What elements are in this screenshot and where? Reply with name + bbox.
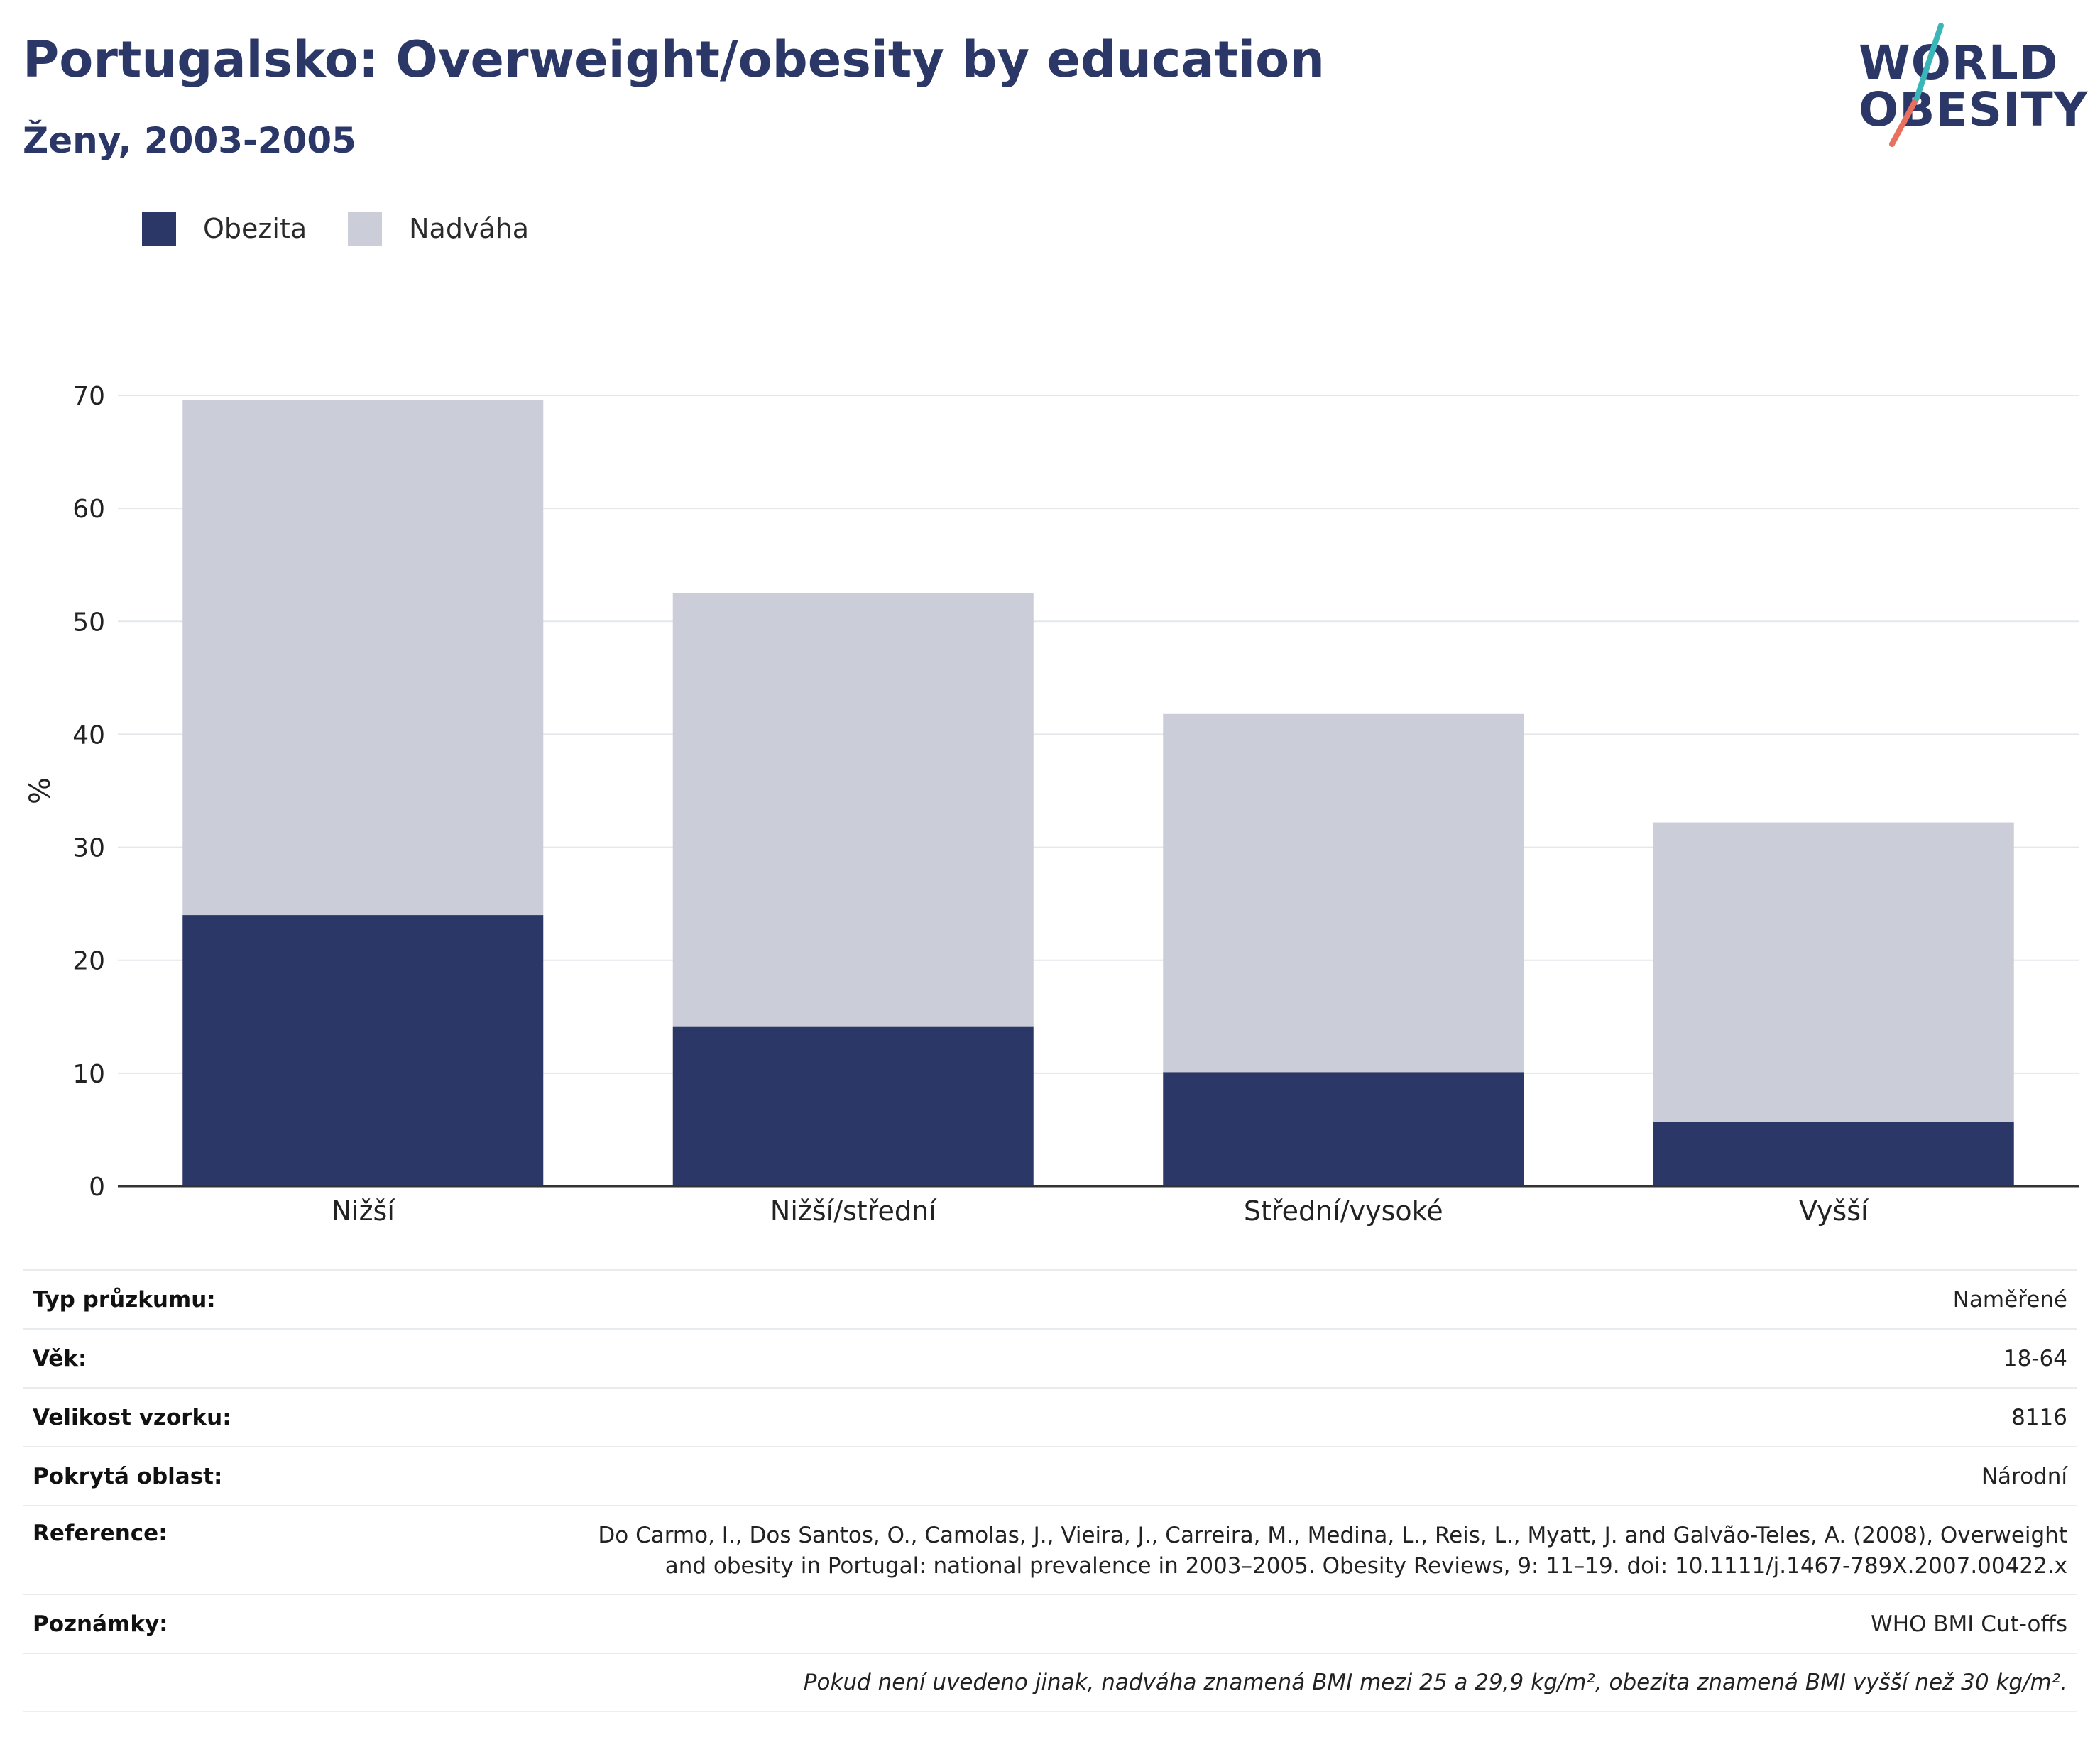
bar-nadváha-3: [1163, 713, 1524, 1073]
reference-text: Do Carmo, I., Dos Santos, O., Camolas, J…: [598, 1523, 2067, 1579]
y-tick-label: 20: [72, 947, 105, 976]
legend-swatch-nadvaha: [348, 212, 383, 246]
y-tick-label: 30: [72, 834, 105, 863]
chart-title: Portugalsko: Overweight/obesity by educa…: [23, 31, 1325, 89]
logo-line-2: OBESITY: [1859, 82, 2089, 137]
legend-item-nadvaha[interactable]: Nadváha: [348, 212, 529, 246]
x-tick-label: Nižší/střední: [770, 1195, 937, 1227]
info-label: Reference:: [33, 1521, 168, 1546]
bar-obezita-3: [1163, 1072, 1524, 1186]
info-value: Národní: [1981, 1463, 2067, 1489]
info-label: Poznámky:: [33, 1611, 168, 1637]
y-tick-label: 40: [72, 721, 105, 750]
stacked-bar-chart: 0 10 20 30 40 50 60 70% Nižší Nižší/střední Středn…: [24, 382, 2079, 1227]
y-tick-label: 60: [72, 495, 105, 524]
x-tick-label: Vyšší: [1799, 1195, 1869, 1227]
info-row-footnote: Pokud není uvedeno jinak, nadváha znamen…: [23, 1653, 2077, 1712]
x-tick-label: Střední/vysoké: [1244, 1195, 1443, 1227]
info-value: Naměřené: [1952, 1286, 2067, 1313]
info-row-area: Pokrytá oblast: Národní: [23, 1446, 2077, 1505]
info-value: 8116: [2011, 1404, 2067, 1430]
bar-obezita-1: [182, 915, 544, 1186]
info-row-notes: Poznámky: WHO BMI Cut-offs: [23, 1594, 2077, 1653]
bar-obezita-2: [672, 1026, 1034, 1186]
footnote-text: Pokud není uvedeno jinak, nadváha znamen…: [803, 1670, 2067, 1695]
info-row-survey-type: Typ průzkumu: Naměřené: [23, 1269, 2077, 1328]
info-label: Velikost vzorku:: [33, 1404, 231, 1430]
y-tick-label: 10: [72, 1060, 105, 1089]
legend-swatch-obezita: [142, 212, 176, 246]
info-label: Věk:: [33, 1345, 87, 1371]
x-tick-label: Nižší: [332, 1195, 396, 1227]
info-row-reference: Reference: Do Carmo, I., Dos Santos, O.,…: [23, 1505, 2077, 1594]
info-label: Pokrytá oblast:: [33, 1463, 223, 1489]
logo-slash-icon: [1889, 23, 1944, 147]
bar-nadváha-2: [672, 593, 1034, 1027]
legend-item-obezita[interactable]: Obezita: [142, 212, 307, 246]
chart-subtitle: Ženy, 2003-2005: [23, 120, 356, 161]
chart-legend: Obezita Nadváha: [142, 212, 570, 246]
bar-nadváha-4: [1653, 822, 2014, 1122]
y-tick-label: 0: [89, 1173, 105, 1202]
info-value: 18-64: [2003, 1345, 2067, 1371]
survey-info-table: Typ průzkumu: Naměřené Věk: 18-64 Veliko…: [23, 1269, 2077, 1712]
y-axis-title: %: [24, 777, 57, 804]
info-label: Typ průzkumu:: [33, 1286, 216, 1313]
y-tick-label: 70: [72, 382, 105, 411]
y-tick-label: 50: [72, 608, 105, 637]
info-row-sample-size: Velikost vzorku: 8116: [23, 1387, 2077, 1446]
legend-label-obezita: Obezita: [203, 213, 307, 244]
bar-obezita-4: [1653, 1122, 2014, 1186]
legend-label-nadvaha: Nadváha: [409, 213, 530, 244]
bar-nadváha-1: [182, 400, 544, 916]
world-obesity-logo: WORLD OBESITY: [1853, 20, 2087, 148]
info-row-age: Věk: 18-64: [23, 1328, 2077, 1387]
info-value: WHO BMI Cut-offs: [1871, 1611, 2067, 1637]
logo-line-1: WORLD: [1859, 35, 2059, 90]
